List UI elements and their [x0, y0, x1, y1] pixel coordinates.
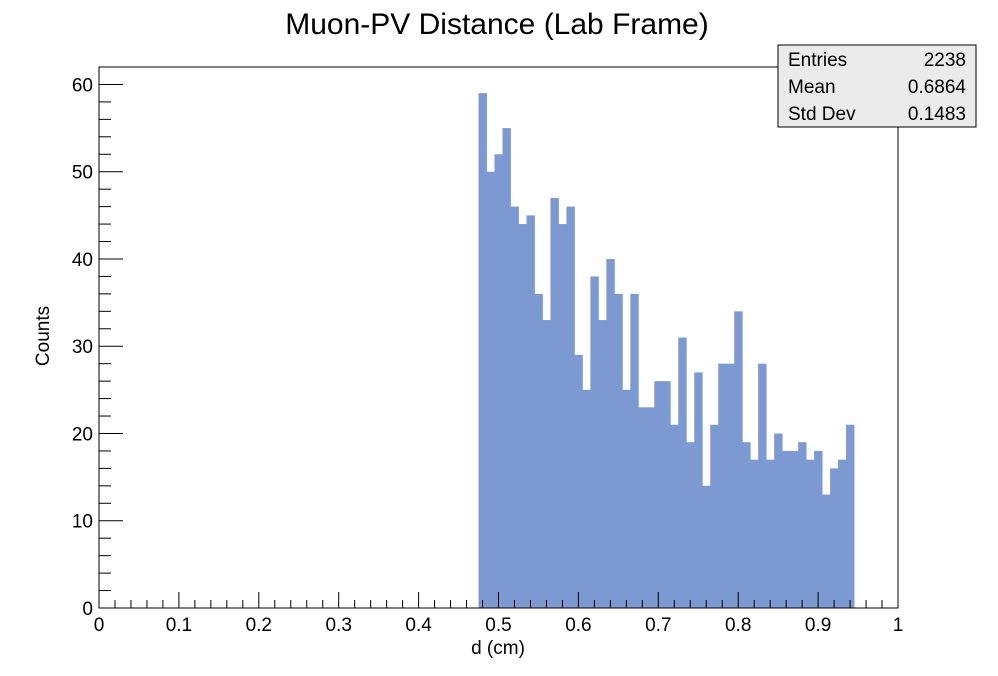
- histogram-bar: [638, 407, 647, 608]
- histogram-bar: [574, 354, 583, 608]
- histogram-bar: [846, 424, 855, 608]
- histogram-bar: [718, 363, 727, 608]
- histogram-bar: [710, 424, 719, 608]
- histogram-bar: [678, 337, 687, 608]
- x-tick-label: 0.2: [246, 615, 272, 636]
- y-tick-label: 0: [82, 599, 93, 620]
- histogram-bar: [486, 171, 495, 609]
- histogram-bar: [774, 433, 783, 608]
- x-tick-label: 0.9: [805, 615, 831, 636]
- histogram-bar: [662, 381, 671, 608]
- histogram-bar: [830, 468, 839, 608]
- stat-value: 0.6864: [908, 77, 967, 98]
- histogram-bar: [558, 224, 567, 608]
- x-tick-label: 0: [94, 615, 105, 636]
- stat-label: Entries: [788, 50, 847, 71]
- histogram-bar: [758, 363, 767, 608]
- histogram-bar: [822, 494, 831, 608]
- histogram-bar: [798, 442, 807, 608]
- histogram-bar: [702, 485, 711, 608]
- histogram-bar: [670, 424, 679, 608]
- y-tick-label: 20: [72, 424, 93, 445]
- histogram-bar: [726, 363, 735, 608]
- histogram-bar: [542, 320, 551, 608]
- histogram-bar: [526, 215, 535, 608]
- x-tick-label: 0.1: [166, 615, 192, 636]
- histogram-bar: [478, 93, 487, 608]
- stats-box: Entries 2238 Mean 0.6864 Std Dev 0.1483: [777, 44, 977, 128]
- x-tick-label: 0.8: [725, 615, 751, 636]
- x-axis-ticks: 0 0.1 0.2 0.3 0.4 0.5 0.6 0.7 0.8 0.9 1: [94, 592, 904, 636]
- histogram-bar: [838, 459, 847, 608]
- y-tick-label: 30: [72, 337, 93, 358]
- histogram-bar: [766, 459, 775, 608]
- chart-title: Muon-PV Distance (Lab Frame): [285, 8, 709, 41]
- histogram-bar: [686, 442, 695, 608]
- stat-label: Mean: [788, 77, 836, 98]
- x-axis-label: d (cm): [471, 638, 525, 659]
- histogram-bar: [734, 311, 743, 608]
- histogram-bar: [566, 206, 575, 608]
- y-tick-label: 10: [72, 512, 93, 533]
- histogram-bar: [806, 459, 815, 608]
- histogram-bar: [742, 442, 751, 608]
- histogram-bar: [494, 154, 503, 609]
- histogram-bar: [582, 389, 591, 608]
- y-axis-label: Counts: [33, 306, 54, 366]
- x-tick-label: 0.3: [325, 615, 351, 636]
- y-tick-label: 40: [72, 250, 93, 271]
- stat-label: Std Dev: [788, 104, 856, 125]
- x-tick-label: 0.6: [565, 615, 591, 636]
- y-tick-label: 60: [72, 75, 93, 96]
- x-tick-label: 0.5: [485, 615, 511, 636]
- x-tick-label: 1: [893, 615, 904, 636]
- histogram-bar: [518, 224, 527, 608]
- histogram-bar: [502, 128, 511, 609]
- stat-value: 2238: [924, 50, 966, 71]
- stat-value: 0.1483: [908, 104, 966, 125]
- histogram-bar: [782, 450, 791, 608]
- histogram-bar: [622, 389, 631, 608]
- histogram-bar: [654, 381, 663, 608]
- bars-group: [478, 93, 855, 609]
- histogram-bar: [694, 372, 703, 608]
- histogram-bar: [598, 320, 607, 608]
- histogram-bar: [814, 450, 823, 608]
- histogram-bar: [614, 293, 623, 608]
- histogram-bar: [646, 407, 655, 608]
- histogram-bar: [534, 293, 543, 608]
- x-tick-label: 0.7: [645, 615, 671, 636]
- histogram-bar: [550, 197, 559, 609]
- histogram-bar: [790, 450, 799, 608]
- y-tick-label: 50: [72, 163, 93, 184]
- histogram-bar: [510, 206, 519, 608]
- histogram-bar: [630, 293, 639, 608]
- histogram-bar: [750, 459, 759, 608]
- x-tick-label: 0.4: [405, 615, 432, 636]
- histogram-bar: [590, 276, 599, 608]
- stats-box-background: [777, 44, 977, 128]
- histogram-bar: [606, 258, 615, 608]
- y-axis-ticks: 0 10 20 30 40 50 60: [72, 66, 123, 620]
